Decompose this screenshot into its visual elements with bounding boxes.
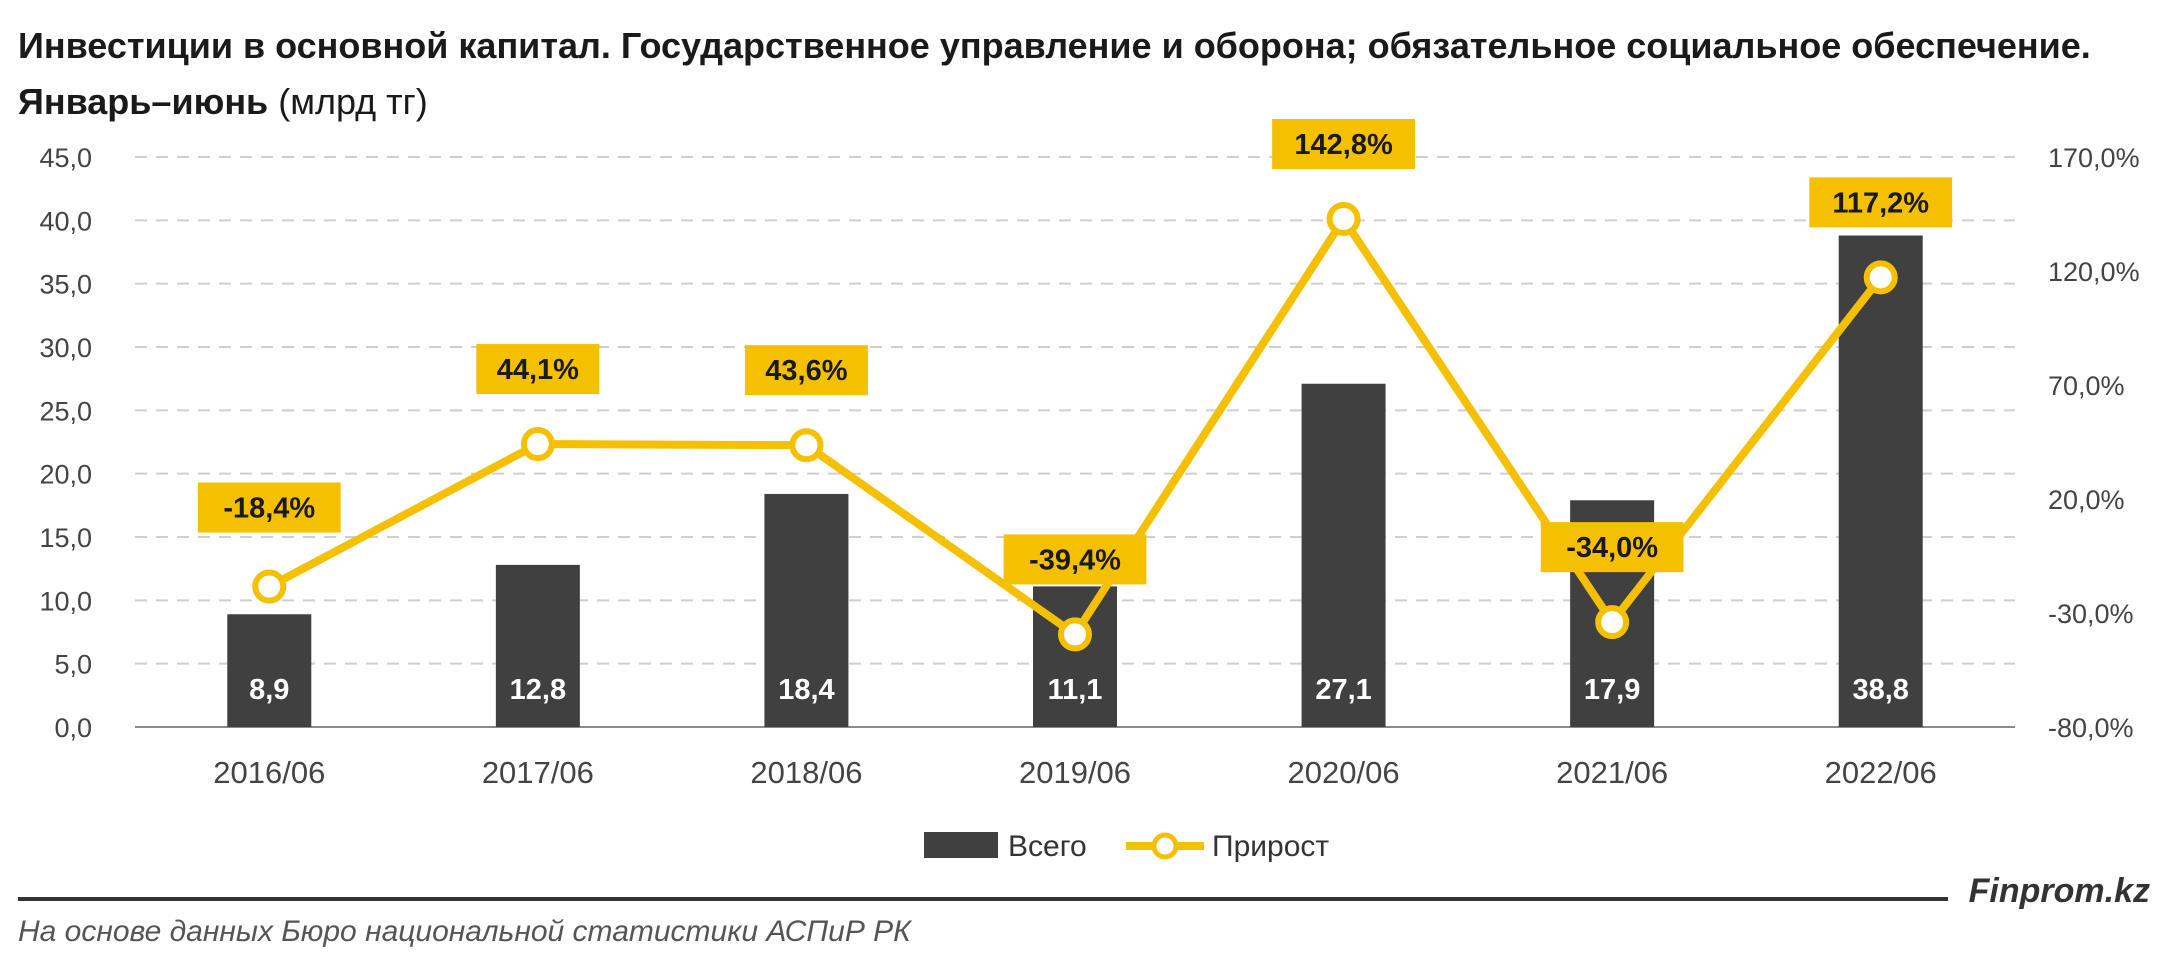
x-axis-label: 2020/06 xyxy=(1288,755,1400,790)
growth-point xyxy=(789,428,824,463)
growth-value-label: -34,0% xyxy=(1566,532,1658,564)
growth-point xyxy=(520,427,555,462)
line-series: -18,4% 44,1% 43,6% -39,4% 142,8% -34,0% 117,2% xyxy=(197,119,1953,652)
left-axis-tick-label: 5,0 xyxy=(54,650,92,680)
left-axis-tick-label: 30,0 xyxy=(39,333,92,363)
footer-divider xyxy=(18,897,1948,901)
bar xyxy=(1301,383,1386,727)
growth-label-box xyxy=(744,345,868,396)
bar xyxy=(495,564,580,727)
bar-value-label: 18,4 xyxy=(778,674,834,706)
growth-label-box xyxy=(1003,534,1147,585)
x-axis-label: 2019/06 xyxy=(1019,755,1131,790)
left-axis-tick-label: 10,0 xyxy=(39,586,92,616)
bar-value-label: 8,9 xyxy=(249,674,289,706)
brand-logo: Finprom.kz xyxy=(1968,872,2150,910)
left-axis-tick-label: 25,0 xyxy=(39,396,92,426)
growth-value-label: 142,8% xyxy=(1294,129,1393,161)
bar xyxy=(227,614,312,727)
growth-value-label: 43,6% xyxy=(765,355,847,387)
bar-value-label: 12,8 xyxy=(510,674,566,706)
right-axis-tick-label: 70,0% xyxy=(2048,371,2125,401)
growth-point xyxy=(252,569,287,604)
growth-label-box xyxy=(1272,119,1415,170)
right-axis-tick-label: -80,0% xyxy=(2048,713,2134,743)
right-axis-ticks: -80,0% -30,0% 20,0% 70,0% 120,0% 170,0% xyxy=(2048,143,2140,743)
growth-value-label: 44,1% xyxy=(497,354,579,386)
x-axis-label: 2022/06 xyxy=(1825,755,1937,790)
source-note: На основе данных Бюро национальной стати… xyxy=(18,915,911,948)
growth-value-label: -18,4% xyxy=(223,493,315,525)
growth-label-box xyxy=(1540,522,1684,573)
x-axis-label: 2021/06 xyxy=(1556,755,1668,790)
x-axis-label: 2016/06 xyxy=(213,755,325,790)
left-axis-tick-label: 40,0 xyxy=(39,206,92,236)
growth-label-box xyxy=(197,482,341,533)
bar-value-label: 38,8 xyxy=(1852,674,1908,706)
bar xyxy=(764,493,849,727)
growth-value-label: 117,2% xyxy=(1832,187,1929,219)
left-axis-tick-label: 20,0 xyxy=(39,460,92,490)
x-axis-label: 2017/06 xyxy=(482,755,594,790)
left-axis-tick-label: 35,0 xyxy=(39,270,92,300)
legend-swatch-bar xyxy=(924,832,998,858)
chart-title-main: Инвестиции в основной капитал. Государст… xyxy=(18,25,2091,122)
bar-value-label: 17,9 xyxy=(1584,674,1640,706)
x-axis-labels: 2016/06 2017/06 2018/06 2019/06 2020/06 2021/… xyxy=(213,755,1936,790)
growth-point xyxy=(1058,617,1092,652)
left-axis-tick-label: 0,0 xyxy=(54,713,92,743)
bar-series: 8,9 12,8 18,4 11,1 27,1 17,9 38,8 xyxy=(227,235,1923,728)
growth-label-box xyxy=(476,344,600,395)
legend-swatch-marker xyxy=(1151,832,1179,860)
combo-chart: 0,0 5,0 10,0 15,0 20,0 25,0 30,0 35,0 40,0 45,0 -… xyxy=(39,119,2140,863)
legend-label: Всего xyxy=(1008,830,1087,863)
growth-point xyxy=(1863,260,1898,295)
growth-point xyxy=(1326,202,1361,237)
chart-title: Инвестиции в основной капитал. Государст… xyxy=(18,18,2118,130)
right-axis-tick-label: 20,0% xyxy=(2048,485,2125,515)
right-axis-tick-label: 120,0% xyxy=(2048,257,2140,287)
right-axis-tick-label: 170,0% xyxy=(2048,143,2140,173)
bar-value-label: 27,1 xyxy=(1315,674,1371,706)
left-axis-ticks: 0,0 5,0 10,0 15,0 20,0 25,0 30,0 35,0 40,0 45,0 xyxy=(39,143,92,743)
left-axis-tick-label: 15,0 xyxy=(39,523,92,553)
chart-title-unit: (млрд тг) xyxy=(278,81,428,122)
growth-label-box xyxy=(1809,177,1953,228)
growth-point xyxy=(1595,605,1630,640)
bar-value-label: 11,1 xyxy=(1048,674,1103,706)
left-axis-tick-label: 45,0 xyxy=(39,143,92,173)
right-axis-tick-label: -30,0% xyxy=(2048,599,2134,629)
growth-value-label: -39,4% xyxy=(1029,544,1121,576)
legend-label: Прирост xyxy=(1212,830,1329,863)
x-axis-label: 2018/06 xyxy=(750,755,862,790)
legend: Всего Прирост xyxy=(924,830,1329,863)
